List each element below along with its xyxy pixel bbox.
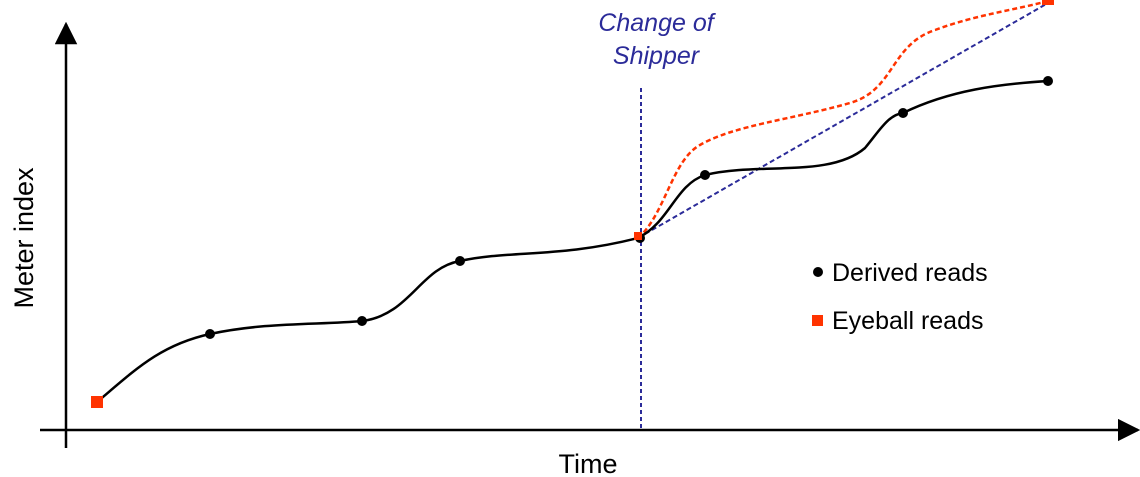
change-of-shipper-label-line2: Shipper	[613, 42, 701, 70]
eyeball-read-markers	[91, 0, 1054, 408]
derived-read-point	[1043, 76, 1053, 86]
change-of-shipper-label-line1: Change of	[598, 9, 716, 37]
x-axis-label: Time	[559, 449, 618, 477]
legend: Derived reads Eyeball reads	[812, 259, 988, 335]
eyeball-read-point	[91, 396, 103, 408]
derived-reads-curve	[96, 79, 1049, 403]
derived-read-markers	[205, 76, 1053, 339]
legend-eyeball-label: Eyeball reads	[832, 307, 983, 335]
eyeball-read-point	[634, 232, 642, 240]
linear-estimate-line	[637, 2, 1049, 239]
derived-read-point	[700, 170, 710, 180]
derived-read-point	[205, 329, 215, 339]
eyeball-reads-curve	[637, 0, 1049, 239]
legend-eyeball-marker	[812, 315, 823, 326]
derived-read-point	[898, 108, 908, 118]
legend-derived-label: Derived reads	[832, 259, 988, 287]
eyeball-read-point	[1042, 0, 1054, 5]
y-axis-label: Meter index	[9, 167, 39, 309]
legend-derived-marker	[813, 267, 823, 277]
derived-read-point	[455, 256, 465, 266]
derived-read-point	[357, 316, 367, 326]
